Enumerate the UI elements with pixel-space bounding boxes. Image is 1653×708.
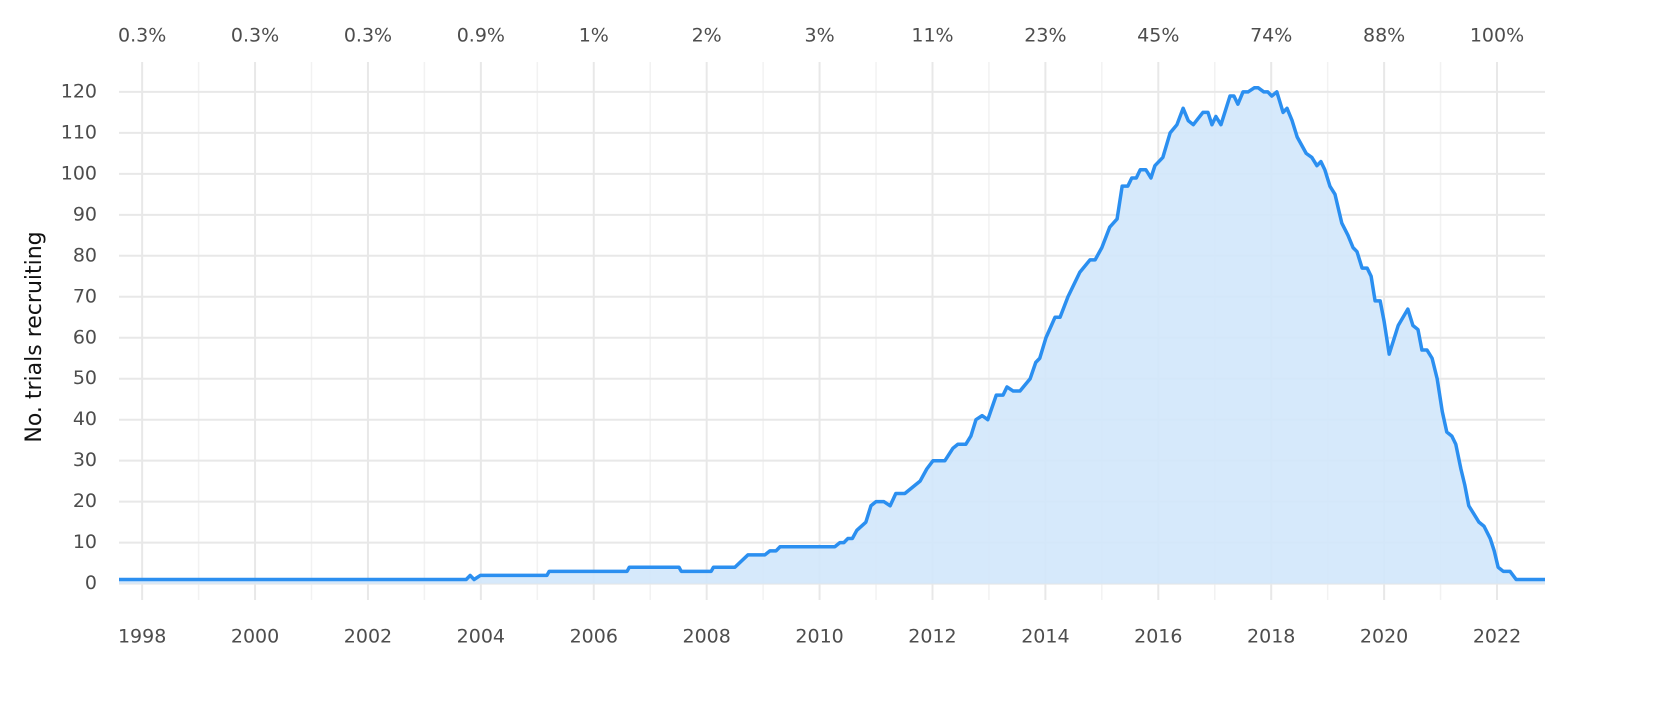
x-tick-label: 1998 [118,626,166,648]
line [119,86,1545,582]
top-tick-label: 11% [911,25,953,47]
y-tick-label: 40 [73,408,97,430]
y-tick-label: 50 [73,367,97,389]
top-tick-label: 0.9% [457,25,505,47]
y-tick-label: 80 [73,244,97,266]
x-tick-label: 2010 [795,626,843,648]
y-tick-label: 0 [85,572,97,594]
y-tick-label: 20 [73,490,97,512]
top-tick-label: 74% [1250,25,1292,47]
y-tick-label: 110 [61,121,97,143]
top-tick-label: 0.3% [231,25,279,47]
x-tick-label: 2016 [1134,626,1182,648]
y-axis-title: No. trials recruiting [22,231,47,442]
top-tick-label: 2% [692,25,722,47]
x-tick-label: 2002 [344,626,392,648]
top-tick-label: 23% [1024,25,1066,47]
top-tick-label: 100% [1470,25,1524,47]
top-tick-label: 88% [1363,25,1405,47]
top-tick-label: 3% [805,25,835,47]
top-tick-label: 0.3% [118,25,166,47]
top-tick-label: 45% [1137,25,1179,47]
y-tick-label: 90 [73,203,97,225]
x-tick-label: 2008 [682,626,730,648]
x-tick-label: 2004 [457,626,505,648]
y-tick-label: 120 [61,80,97,102]
x-tick-label: 2006 [570,626,618,648]
x-tick-label: 2000 [231,626,279,648]
y-tick-label: 10 [73,531,97,553]
x-tick-label: 2018 [1247,626,1295,648]
top-tick-label: 1% [579,25,609,47]
y-tick-label: 70 [73,285,97,307]
x-tick-label: 2012 [908,626,956,648]
x-tick-label: 2020 [1360,626,1408,648]
x-tick-label: 2014 [1021,626,1069,648]
top-tick-label: 0.3% [344,25,392,47]
x-tick-label: 2022 [1473,626,1521,648]
y-tick-label: 100 [61,162,97,184]
y-tick-label: 60 [73,326,97,348]
y-tick-label: 30 [73,449,97,471]
area [119,87,1545,584]
